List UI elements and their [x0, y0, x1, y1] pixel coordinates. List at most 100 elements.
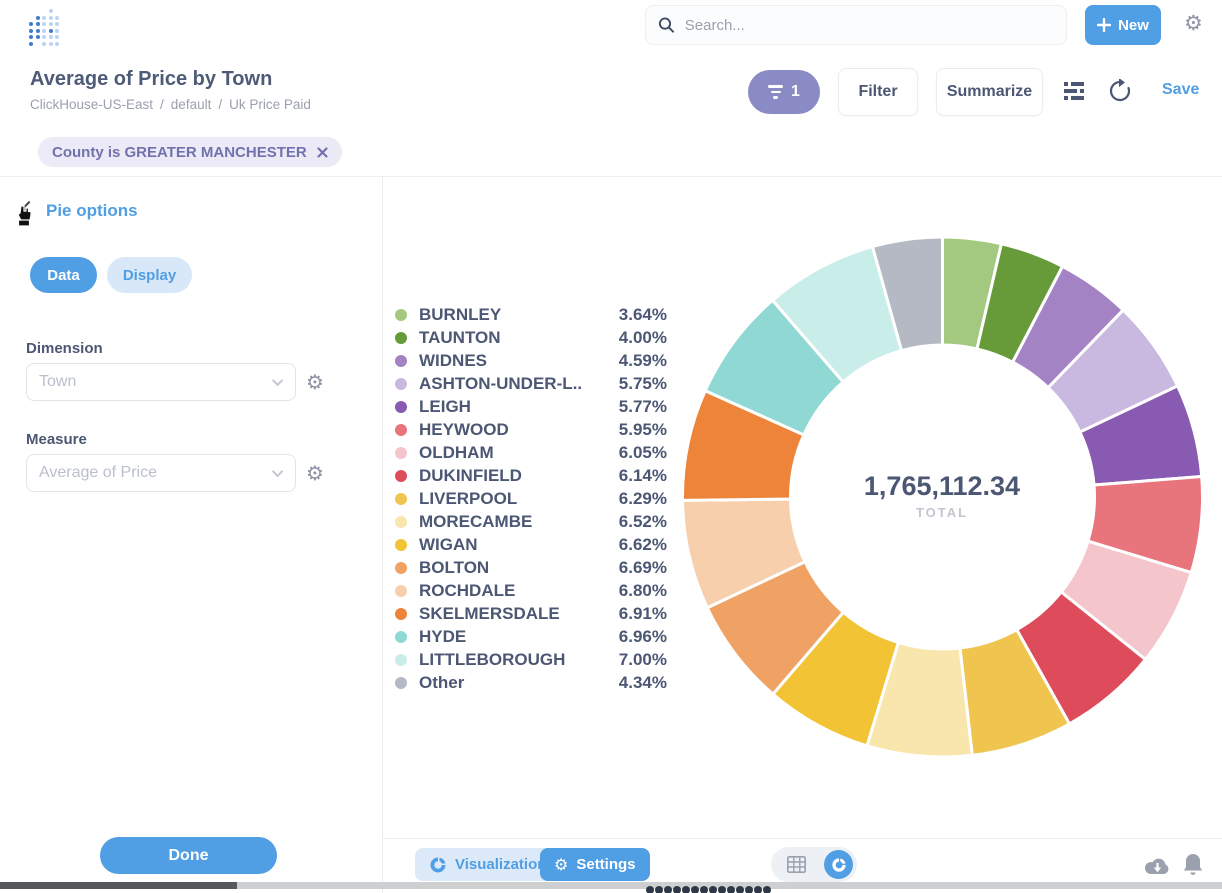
search-icon: [658, 17, 675, 33]
legend-item[interactable]: WIGAN 6.62%: [395, 533, 667, 556]
search-input[interactable]: [684, 16, 1054, 34]
legend-item[interactable]: ASHTON-UNDER-L.. 5.75%: [395, 372, 667, 395]
measure-gear-icon[interactable]: ⚙: [306, 461, 324, 485]
dimension-select[interactable]: Town: [26, 363, 296, 401]
plus-icon: [1097, 18, 1112, 32]
legend-item[interactable]: LITTLEBOROUGH 7.00%: [395, 648, 667, 671]
legend-item[interactable]: BOLTON 6.69%: [395, 556, 667, 579]
legend-item[interactable]: TAUNTON 4.00%: [395, 326, 667, 349]
mouse-cursor-artifact: [17, 205, 32, 227]
legend-item[interactable]: OLDHAM 6.05%: [395, 441, 667, 464]
legend-value: 5.75%: [618, 373, 667, 393]
breadcrumb-schema[interactable]: default: [170, 97, 212, 112]
download-icon[interactable]: [1144, 856, 1170, 876]
legend-label: WIGAN: [419, 534, 478, 554]
legend-item[interactable]: DUKINFIELD 6.14%: [395, 464, 667, 487]
refresh-icon[interactable]: [1108, 79, 1132, 103]
gear-icon: ⚙: [554, 854, 569, 874]
visualization-button[interactable]: Visualization: [415, 848, 561, 881]
legend-label: WIDNES: [419, 350, 487, 370]
legend-item[interactable]: SKELMERSDALE 6.91%: [395, 602, 667, 625]
divider: [0, 176, 1222, 177]
legend-item[interactable]: LIVERPOOL 6.29%: [395, 487, 667, 510]
visualization-button-label: Visualization: [455, 856, 547, 873]
filter-count-pill[interactable]: 1: [748, 70, 820, 114]
horizontal-scrollbar[interactable]: [0, 882, 1222, 889]
measure-label: Measure: [26, 431, 87, 448]
legend-value: 7.00%: [618, 649, 667, 669]
legend-swatch: [395, 561, 407, 574]
legend-swatch: [395, 676, 407, 689]
legend-label: BURNLEY: [419, 304, 502, 324]
legend-item[interactable]: BURNLEY 3.64%: [395, 303, 667, 326]
legend-label: TAUNTON: [419, 327, 501, 347]
settings-button[interactable]: ⚙ Settings: [540, 848, 650, 881]
legend-item[interactable]: MORECAMBE 6.52%: [395, 510, 667, 533]
pie-slice-other[interactable]: [870, 235, 944, 353]
donut-chart: [681, 235, 1204, 759]
metabase-logo[interactable]: [26, 6, 66, 46]
tab-display[interactable]: Display: [107, 257, 192, 293]
divider: [383, 838, 1222, 839]
legend-value: 6.69%: [618, 557, 667, 577]
legend-item[interactable]: LEIGH 5.77%: [395, 395, 667, 418]
notebook-icon[interactable]: [1064, 81, 1086, 101]
legend-item[interactable]: ROCHDALE 6.80%: [395, 579, 667, 602]
search-bar[interactable]: [645, 5, 1067, 45]
summarize-button-label: Summarize: [946, 83, 1033, 100]
scrollbar-thumb[interactable]: [0, 882, 237, 889]
chart-legend: BURNLEY 3.64% TAUNTON 4.00% WIDNES 4.59% ASHTO…: [395, 303, 667, 694]
legend-swatch: [395, 331, 407, 344]
legend-item[interactable]: WIDNES 4.59%: [395, 349, 667, 372]
pie-view-toggle[interactable]: [824, 850, 853, 879]
settings-button-label: Settings: [576, 856, 636, 873]
filter-chip[interactable]: County is GREATER MANCHESTER: [38, 137, 342, 167]
filter-funnel-icon: [768, 85, 784, 99]
new-button[interactable]: New: [1085, 5, 1161, 45]
legend-value: 6.14%: [618, 465, 667, 485]
legend-label: DUKINFIELD: [419, 465, 522, 485]
visualization-toggle: [771, 847, 857, 882]
sidebar-title[interactable]: Pie options: [46, 201, 138, 220]
legend-label: Other: [419, 672, 465, 692]
legend-swatch: [395, 308, 407, 321]
breadcrumb-table[interactable]: Uk Price Paid: [229, 97, 311, 112]
pie-chart-icon: [831, 857, 846, 872]
legend-value: 6.96%: [618, 626, 667, 646]
measure-select[interactable]: Average of Price: [26, 454, 296, 492]
legend-value: 4.00%: [618, 327, 667, 347]
measure-value: Average of Price: [39, 464, 157, 481]
done-button[interactable]: Done: [100, 837, 277, 874]
save-button[interactable]: Save: [1162, 81, 1200, 98]
filter-button[interactable]: Filter: [838, 68, 918, 116]
legend-label: HYDE: [419, 626, 467, 646]
bell-icon[interactable]: [1183, 853, 1203, 876]
legend-value: 3.64%: [618, 304, 667, 324]
legend-value: 6.80%: [618, 580, 667, 600]
page-title: Average of Price by Town: [30, 68, 273, 90]
pie-chart-icon: [430, 857, 446, 872]
legend-value: 4.59%: [618, 350, 667, 370]
summarize-button[interactable]: Summarize: [936, 68, 1043, 116]
legend-swatch: [395, 377, 407, 390]
legend-item[interactable]: HEYWOOD 5.95%: [395, 418, 667, 441]
table-view-icon[interactable]: [787, 856, 806, 873]
legend-label: OLDHAM: [419, 442, 494, 462]
breadcrumb-database[interactable]: ClickHouse-US-East: [30, 97, 154, 112]
dimension-label: Dimension: [26, 340, 103, 357]
legend-value: 5.95%: [618, 419, 667, 439]
legend-item[interactable]: HYDE 6.96%: [395, 625, 667, 648]
tab-data[interactable]: Data: [30, 257, 97, 293]
legend-swatch: [395, 584, 407, 597]
dimension-gear-icon[interactable]: ⚙: [306, 370, 324, 394]
legend-swatch: [395, 492, 407, 505]
filter-chip-label: County is GREATER MANCHESTER: [52, 143, 307, 161]
close-icon[interactable]: [317, 146, 328, 158]
breadcrumb: ClickHouse-US-East / default / Uk Price …: [30, 97, 311, 112]
legend-value: 6.05%: [618, 442, 667, 462]
admin-gear-icon[interactable]: ⚙: [1184, 11, 1203, 35]
legend-value: 6.52%: [618, 511, 667, 531]
legend-item[interactable]: Other 4.34%: [395, 671, 667, 694]
chevron-down-icon: [271, 465, 284, 478]
legend-label: ROCHDALE: [419, 580, 516, 600]
